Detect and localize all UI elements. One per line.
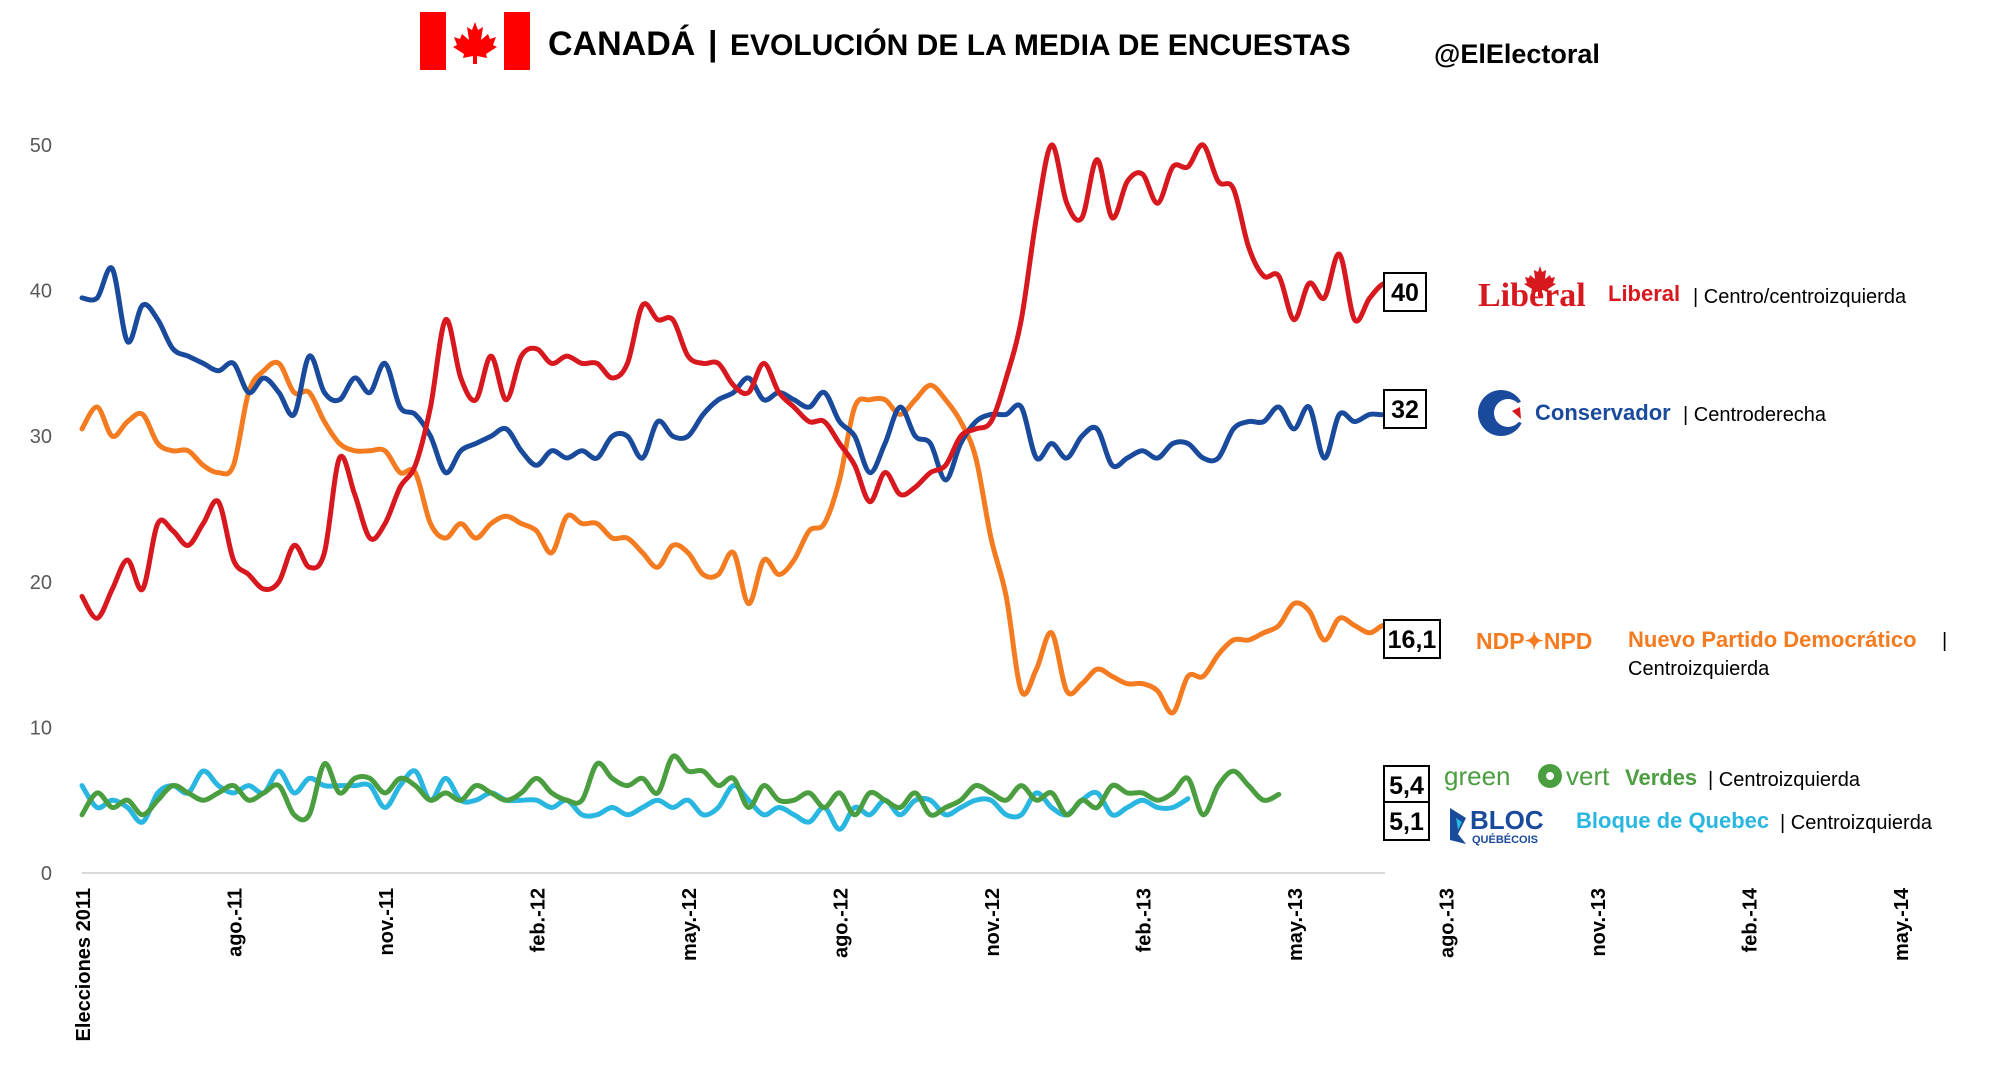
end-value-bloque: 5,1 (1383, 801, 1430, 841)
end-value-box (1383, 389, 1427, 429)
x-tick-label: feb.-12 (528, 888, 550, 952)
liberal-logo-text: Libéral (1478, 277, 1586, 314)
end-value-box (1383, 801, 1430, 841)
x-tick-label: ago.-13 (1437, 888, 1459, 958)
legend-desc-conservador: | Centroderecha (1683, 404, 1827, 426)
series-line-liberal (79, 142, 1403, 621)
legend-desc-verdes: | Centroizquierda (1708, 769, 1861, 791)
x-tick-label: ago.-11 (225, 888, 247, 957)
y-tick-label: 30 (30, 426, 52, 448)
vert-logo-text: vert (1566, 761, 1610, 791)
x-tick-label: may.-14 (1891, 887, 1913, 961)
end-value-labels: 40 32 16,1 5,4 5,1 (1383, 272, 1441, 841)
x-tick-label: ago.-12 (831, 888, 853, 958)
legend-name-liberal: Liberal (1608, 281, 1680, 306)
y-tick-label: 40 (30, 281, 52, 303)
end-value-text: 5,1 (1389, 808, 1424, 836)
legend-desc-ndp: | (1942, 630, 1947, 652)
legend: Libéral Liberal | Centro/centroizquierda… (1444, 266, 1947, 846)
end-value-text: 5,4 (1389, 772, 1424, 800)
legend-item-verdes: green vert Verdes | Centroizquierda (1444, 761, 1861, 791)
end-value-verdes: 5,4 (1383, 765, 1430, 805)
end-value-text: 40 (1391, 279, 1419, 307)
bloc-logo-subtext: QUÉBÉCOIS (1472, 833, 1538, 846)
legend-name-conservador: Conservador (1535, 400, 1671, 425)
series-line-ndp (79, 359, 1403, 716)
series-line-conservador (79, 265, 1403, 483)
chart-subtitle: EVOLUCIÓN DE LA MEDIA DE ENCUESTAS (730, 28, 1351, 62)
legend-item-conservador: Conservador | Centroderecha (1478, 390, 1827, 436)
bloc-fleur-icon (1450, 808, 1466, 844)
x-axis: Elecciones 2011 ago.-11 nov.-11 feb.-12 may.… (73, 887, 1913, 1041)
canada-flag-icon (420, 12, 530, 70)
x-tick-label: nov.-11 (376, 888, 398, 955)
y-tick-label: 0 (41, 863, 52, 885)
ndp-logo-text: NDP✦NPD (1476, 628, 1592, 654)
y-axis: 0 10 20 30 40 50 (30, 135, 52, 885)
end-value-text: 16,1 (1388, 626, 1437, 654)
end-value-conservador: 32 (1383, 389, 1427, 429)
end-value-box (1383, 619, 1441, 659)
x-tick-label: may.-12 (679, 888, 701, 961)
x-tick-label: may.-13 (1285, 888, 1307, 961)
legend-name-bloque: Bloque de Quebec (1576, 808, 1769, 833)
social-handle: @ElElectoral (1434, 39, 1600, 69)
title-separator: | (708, 25, 718, 63)
y-tick-label: 10 (30, 717, 52, 739)
chart-title: CANADÁ (548, 25, 695, 63)
green-logo-text: green (1444, 761, 1511, 791)
series-line-verdes (79, 753, 1282, 823)
end-value-text: 32 (1391, 396, 1419, 424)
legend-name-verdes: Verdes (1625, 765, 1697, 790)
legend-name-ndp: Nuevo Partido Democrático (1628, 627, 1917, 652)
legend-item-ndp: NDP✦NPD Nuevo Partido Democrático | Cent… (1476, 627, 1947, 680)
end-value-liberal: 40 (1383, 272, 1427, 312)
legend-desc-liberal: | Centro/centroizquierda (1693, 286, 1907, 308)
end-value-box (1383, 272, 1427, 312)
legend-item-liberal: Libéral Liberal | Centro/centroizquierda (1478, 266, 1907, 314)
x-tick-label: feb.-14 (1740, 887, 1762, 952)
legend-desc-bloque: | Centroizquierda (1780, 812, 1933, 834)
legend-desc2-ndp: Centroizquierda (1628, 658, 1770, 680)
conservative-c-logo-icon (1478, 390, 1528, 436)
end-value-ndp: 16,1 (1383, 619, 1441, 659)
header: CANADÁ | EVOLUCIÓN DE LA MEDIA DE ENCUES… (420, 12, 1600, 70)
y-tick-label: 50 (30, 135, 52, 157)
x-tick-label: Elecciones 2011 (73, 888, 95, 1041)
x-tick-label: feb.-13 (1134, 888, 1156, 952)
y-tick-label: 20 (30, 572, 52, 594)
green-party-flower-icon (1538, 764, 1562, 788)
maple-leaf-icon (1524, 266, 1556, 296)
x-tick-label: nov.-12 (982, 888, 1004, 957)
legend-item-bloque: BLOC QUÉBÉCOIS Bloque de Quebec | Centro… (1450, 805, 1933, 846)
series-layer (79, 142, 1403, 832)
x-tick-label: nov.-13 (1588, 888, 1610, 957)
bloc-logo-text: BLOC (1470, 805, 1544, 835)
